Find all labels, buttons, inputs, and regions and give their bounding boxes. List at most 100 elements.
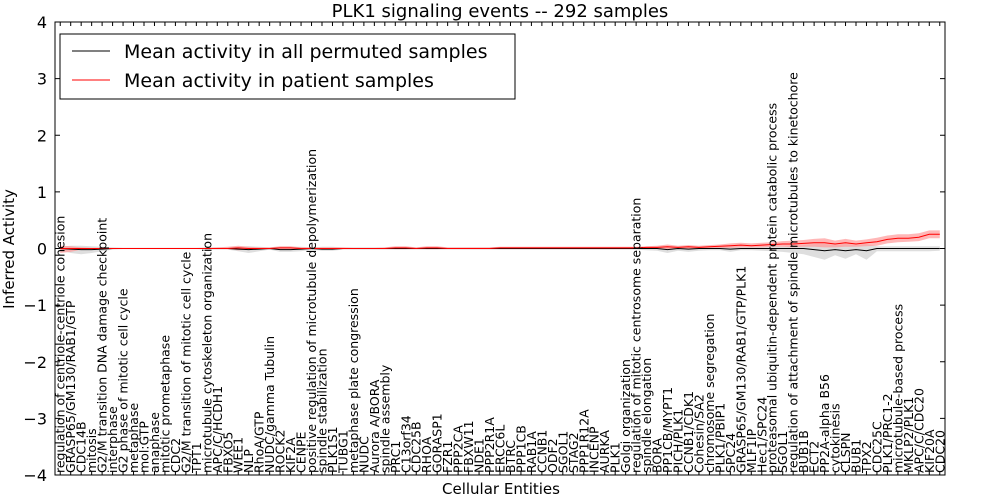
x-tick-label: BORA [650,438,665,473]
x-tick-label: AURKA [597,430,612,473]
x-tick-label: TUBG1 [335,430,350,474]
x-tick-label: CCNB1/CDK1 [681,391,696,473]
x-tick-label: PLK1 [608,442,623,473]
x-tick-label: microtubule-based process [890,304,905,473]
x-tick-label: CDC14B [74,421,89,473]
x-tick-label: SPC24 [723,433,738,473]
x-tick-label: regulation of mitotic centrosome separat… [629,198,644,473]
x-tick-label: regulation of attachment of spindle micr… [786,72,801,473]
x-tick-label: SGOL1 [775,431,790,473]
series-lines [60,233,940,252]
y-tick-label: 0 [37,240,47,259]
x-tick-label: interphase [105,406,120,473]
x-tick-label: Aurora A/BORA [367,379,382,473]
x-tick-label: CDC25B [409,421,424,473]
x-tick-label: BTRC [503,440,518,473]
y-axis-label: Inferred Activity [0,189,18,309]
legend-box [59,33,516,100]
y-tick-label: 1 [37,183,47,202]
x-tick-label: STAG2 [566,432,581,473]
x-tick-label: GORASP1 [430,413,445,473]
x-tick-label: microtubule cytoskeleton organization [199,233,214,473]
band-patient [60,230,940,253]
x-tick-label: PPP2CA [451,425,466,473]
x-tick-label: CENPE [294,431,309,473]
x-tick-labels: regulation of centriole-centriole cohesi… [53,72,948,474]
x-tick-label: spindle assembly [377,364,392,473]
x-tick-label: TPT1 [189,442,204,474]
x-tick-label: mitotic prometaphase [157,335,172,473]
x-tick-label: PLK1S1 [325,426,340,473]
x-tick-label: PICH/PLK1 [671,409,686,473]
x-tick-label: MKLP2/PLK1 [901,397,916,473]
x-tick-label: PRC1 [388,441,403,473]
x-tick-label: ODF2 [545,438,560,473]
x-tick-label: PLK1/PBIP1 [712,403,727,473]
y-tick-label: 2 [37,126,47,145]
y-tick-label: −2 [23,353,47,372]
x-tick-label: PPP1CB [513,425,528,473]
x-tick-label: RhoA/GTP [252,411,267,473]
x-tick-label: BUB1 [849,439,864,473]
y-tick-labels: 4 3 2 1 0 −1 −2 −3 −4 [23,13,47,485]
x-tick-label: SGOL1 [555,431,570,473]
x-tick-label: RAB1A [524,431,539,473]
x-tick-label: CCNB1 [534,430,549,473]
x-tick-label: spindle stabilization [315,348,330,473]
legend-label-patient: Mean activity in patient samples [124,70,434,92]
x-tick-label: PPP2R1A [482,417,497,473]
x-tick-label: WEE1 [231,437,246,473]
x-tick-label: FBXW11 [461,420,476,473]
x-tick-label: regulation of centriole-centriole cohesi… [53,216,68,473]
x-tick-label: Golgi organization [618,359,633,473]
x-tick-label: G2/M transition DNA damage checkpoint [95,218,110,473]
x-tick-label: CDC25C [869,421,884,473]
x-tick-label: metaphase [126,403,141,473]
x-tick-label: PLK1/PRC1-2 [880,393,895,473]
x-tick-label: CDC2 [168,438,183,473]
x-tick-label: mitosis [84,428,99,473]
x-tick-label: G2/M transition of mitotic cell cycle [178,251,193,473]
x-tick-label: TPX2 [859,441,874,474]
x-tick-label: NDE1 [472,438,487,473]
x-tick-label: PPP1R12A [576,409,591,473]
x-tick-label: PP1CB/MYPT1 [660,387,675,473]
y-tick-label: 3 [37,70,47,89]
plot-frame [54,21,946,476]
x-tick-label: RHOA [419,436,434,473]
y-tick-label: −4 [23,466,47,485]
x-tick-label: INCENP [587,426,602,473]
line-patient [60,233,940,250]
x-tick-label: spindle elongation [639,358,654,473]
x-tick-label: GRASP65/GM130/RAB1/GTP/PLK1 [733,266,748,473]
y-tick-label: −3 [23,409,47,428]
x-tick-label: metaphase plate congression [346,288,361,473]
x-tick-label: PP2A-alpha B56 [817,374,832,473]
x-tick-label: Cohesin/SA2 [691,394,706,473]
x-tick-label: CDC20 [932,430,947,473]
x-tick-label: GRASP65/GM130/RAB1/GTP [63,300,78,473]
x-tick-label: KIF2A [283,437,298,473]
x-tick-label: CLSPN [838,432,853,473]
x-tick-label: FZR1 [440,441,455,473]
x-tick-label: C13orf34 [398,415,413,473]
x-tick-label: NUDC [356,436,371,473]
legend: Mean activity in all permuted samples Me… [59,33,516,100]
x-tick-label: APC/C/CDC20 [911,388,926,473]
x-tick-label: proteasomal ubiquitin-dependent protein … [765,103,780,473]
x-tick-label: ECT2 [807,441,822,473]
legend-label-permuted: Mean activity in all permuted samples [124,41,487,63]
y-tick-label: −1 [23,296,47,315]
x-axis-label: Cellular Entities [442,480,560,498]
x-tick-label: cytokinesis [828,403,843,473]
x-tick-label: ERCC6L [493,425,508,473]
x-tick-label: mol:GTP [137,421,152,473]
x-tick-label: NLP [241,449,256,473]
x-tick-label: anaphase [147,412,162,473]
x-tick-label: positive regulation of microtubule depol… [304,149,319,473]
x-tick-label: chromosome segregation [702,314,717,473]
x-tick-label: Hec1/SPC24 [754,397,769,473]
x-tick-label: ROCK2 [273,430,288,473]
x-tick-label: NUDC/gamma Tubulin [262,336,277,473]
